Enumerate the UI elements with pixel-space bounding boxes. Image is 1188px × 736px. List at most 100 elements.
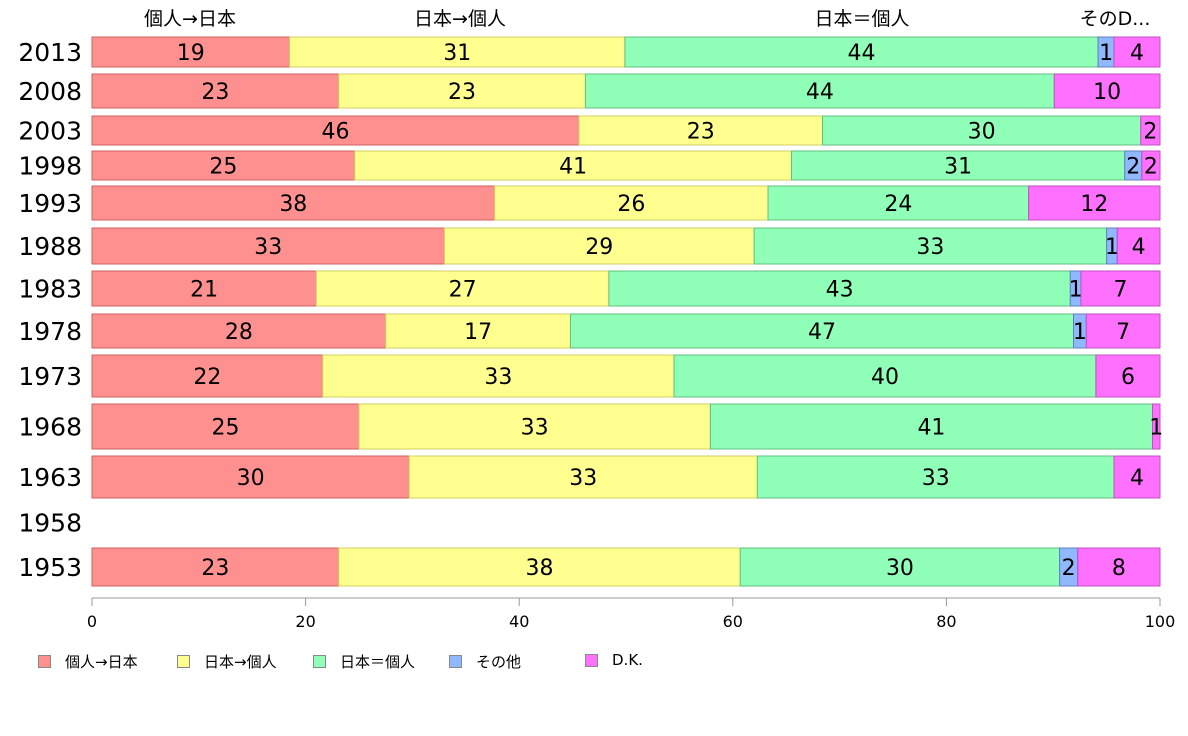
data-label: 27 xyxy=(449,278,477,303)
data-label: 33 xyxy=(254,235,282,260)
data-label: 1 xyxy=(1073,320,1087,345)
data-label: 23 xyxy=(687,120,715,145)
data-label: 24 xyxy=(884,192,912,217)
bar-segment xyxy=(385,313,571,349)
x-tick-label: 40 xyxy=(509,612,529,631)
data-label: 7 xyxy=(1113,278,1127,303)
data-label: 38 xyxy=(279,192,307,217)
data-label: 4 xyxy=(1130,466,1144,491)
bar-segment xyxy=(338,547,741,587)
category-label: 1953 xyxy=(18,553,82,582)
legend-label: 日本＝個人 xyxy=(340,653,416,671)
category-label: 1988 xyxy=(18,232,82,261)
legend-item: 個人→日本 xyxy=(38,651,138,672)
category-label: 1968 xyxy=(18,413,82,442)
bar-segment xyxy=(91,403,360,450)
legend-item: その他 xyxy=(449,651,521,672)
data-label: 41 xyxy=(559,155,587,180)
data-label: 33 xyxy=(521,416,549,441)
top-series-label: 日本＝個人 xyxy=(814,8,909,30)
bar-segment xyxy=(322,354,675,398)
data-label: 1 xyxy=(1069,278,1083,303)
data-label: 1 xyxy=(1149,416,1163,441)
bar-segment xyxy=(753,227,1108,265)
x-tick-label: 60 xyxy=(723,612,743,631)
data-label: 30 xyxy=(968,120,996,145)
data-label: 12 xyxy=(1080,192,1108,217)
category-label: 1978 xyxy=(18,317,82,346)
data-label: 33 xyxy=(922,466,950,491)
data-label: 2 xyxy=(1062,556,1076,581)
bar-segment xyxy=(822,115,1142,146)
data-label: 1 xyxy=(1099,41,1113,66)
bar-segment xyxy=(354,150,793,181)
data-label: 2 xyxy=(1126,155,1140,180)
bar-segment xyxy=(584,73,1055,109)
data-label: 1 xyxy=(1105,235,1119,260)
data-label: 7 xyxy=(1116,320,1130,345)
data-label: 31 xyxy=(944,155,972,180)
bar-segment xyxy=(91,455,410,499)
data-label: 40 xyxy=(871,365,899,390)
data-label: 33 xyxy=(484,365,512,390)
data-label: 4 xyxy=(1132,235,1146,260)
bar-segment xyxy=(1116,227,1161,265)
legend-label: 日本→個人 xyxy=(204,653,277,671)
bar-segment xyxy=(494,185,769,221)
bar-segment xyxy=(91,313,387,349)
data-label: 23 xyxy=(201,80,229,105)
data-label: 33 xyxy=(916,235,944,260)
legend-swatch xyxy=(313,655,326,668)
data-label: 26 xyxy=(617,192,645,217)
legend-swatch xyxy=(449,655,462,668)
data-label: 21 xyxy=(190,278,218,303)
category-label: 2008 xyxy=(18,77,82,106)
data-label: 29 xyxy=(585,235,613,260)
bar-segment xyxy=(1028,185,1161,221)
bar-segment xyxy=(443,227,755,265)
bar-segment xyxy=(1113,455,1161,499)
bar-segment xyxy=(624,36,1099,68)
bar-segment xyxy=(358,403,711,450)
legend-item: 日本＝個人 xyxy=(313,651,415,672)
data-label: 30 xyxy=(237,466,265,491)
category-label: 1973 xyxy=(18,362,82,391)
legend-swatch xyxy=(585,653,598,667)
bar-segment xyxy=(1113,36,1161,68)
top-series-label: 個人→日本 xyxy=(144,8,236,30)
data-label: 17 xyxy=(464,320,492,345)
top-series-label: そのD... xyxy=(1080,8,1151,30)
legend-swatch xyxy=(38,655,51,668)
bar-segment xyxy=(1152,403,1161,450)
data-label: 19 xyxy=(177,41,205,66)
category-label: 1993 xyxy=(18,189,82,218)
bar-segment xyxy=(1053,73,1161,109)
data-label: 44 xyxy=(847,41,875,66)
legend-label: 個人→日本 xyxy=(65,653,138,671)
x-tick-label: 80 xyxy=(936,612,956,631)
data-label: 25 xyxy=(209,155,237,180)
legend-item: D.K. xyxy=(585,651,643,669)
legend-label: その他 xyxy=(476,653,522,671)
bar-segment xyxy=(91,115,580,146)
category-label: 2013 xyxy=(18,38,82,67)
data-label: 41 xyxy=(917,416,945,441)
data-label: 46 xyxy=(322,120,350,145)
bar-segment xyxy=(1141,150,1161,181)
bar-segment xyxy=(1077,547,1161,587)
category-label: 1958 xyxy=(18,509,82,538)
top-series-label: 日本→個人 xyxy=(414,8,506,30)
bar-segment xyxy=(91,354,324,398)
x-tick-label: 0 xyxy=(87,612,97,631)
bar-segment xyxy=(91,73,340,109)
bar-segment xyxy=(791,150,1126,181)
bar-segment xyxy=(673,354,1097,398)
bar-segment xyxy=(1085,313,1161,349)
bar-segment xyxy=(1095,354,1161,398)
bar-segment xyxy=(578,115,824,146)
legend-item: 日本→個人 xyxy=(177,651,277,672)
data-label: 47 xyxy=(808,320,836,345)
x-tick-label: 20 xyxy=(295,612,315,631)
